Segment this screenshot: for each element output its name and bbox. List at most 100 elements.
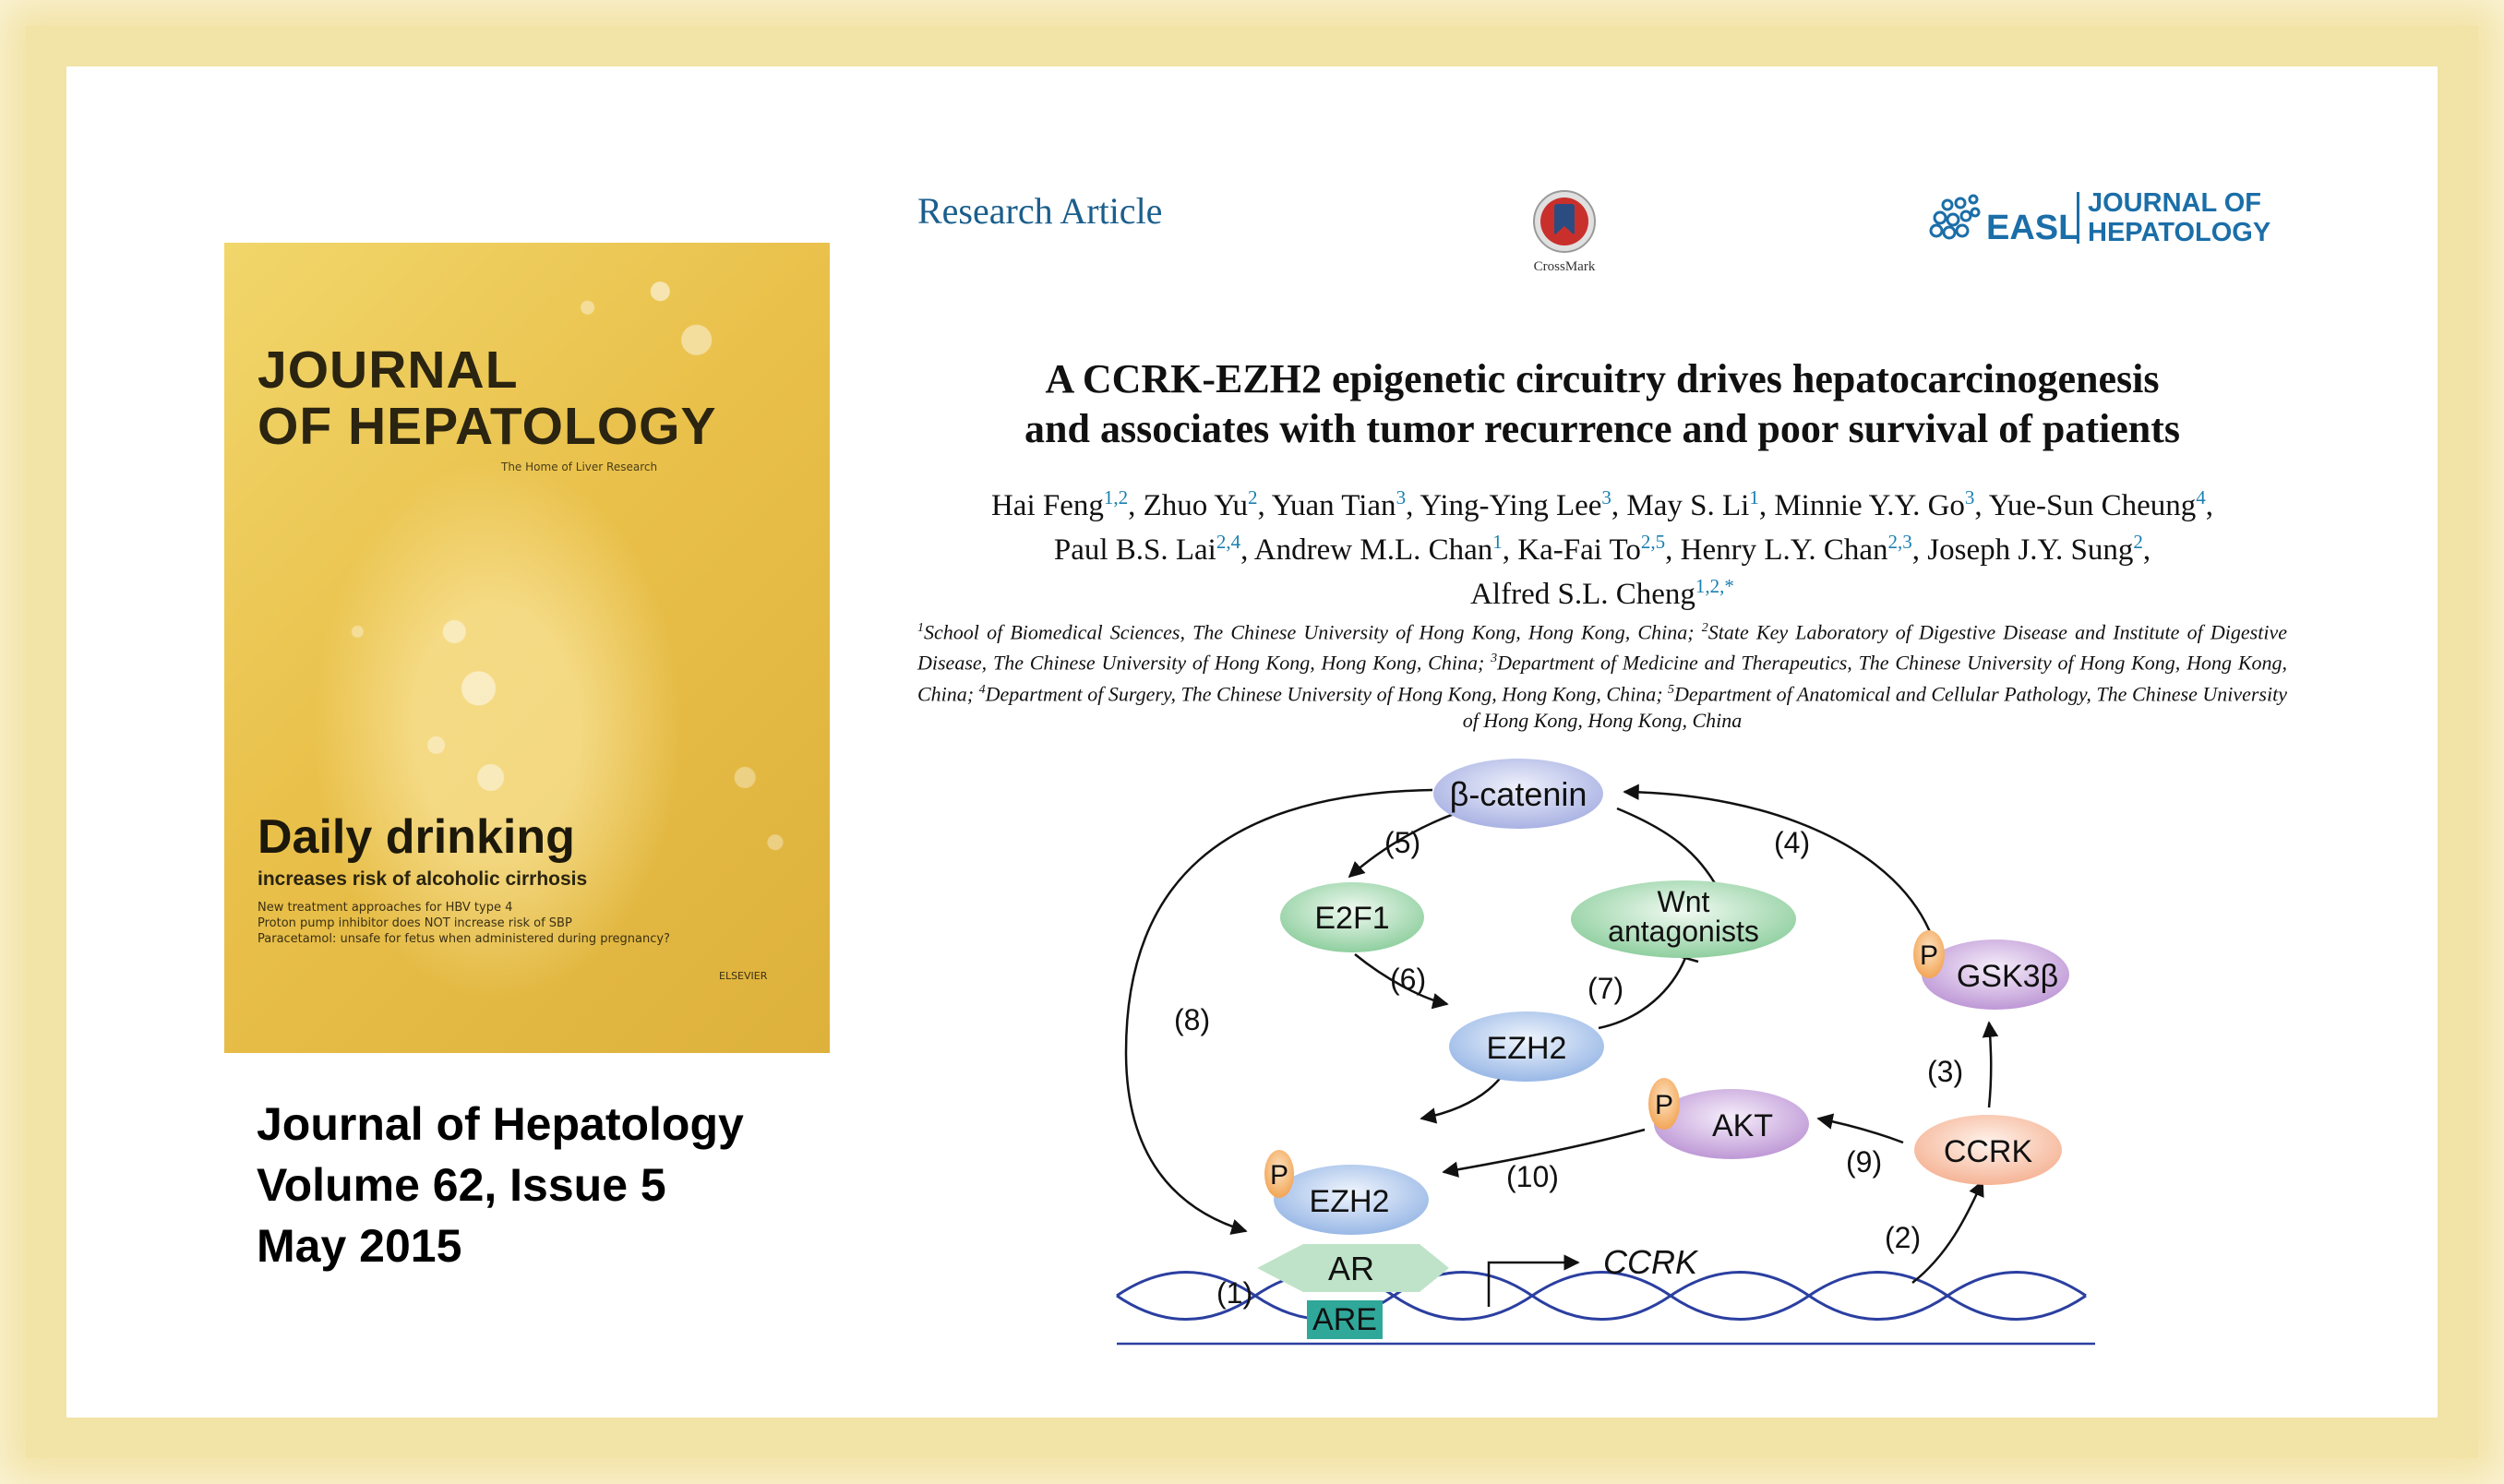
easl-dots-icon [1929,194,1981,240]
step-labels: (1) (2) (3) (4) (5) (6) (7) (8) (9) (10) [1174,826,1963,1310]
author-affil-sup: 2,5 [1640,531,1666,553]
title-line1: A CCRK-EZH2 epigenetic circuitry drives … [1045,356,2160,401]
author-affil-sup: 2,4 [1216,531,1241,553]
cover-deck: increases risk of alcoholic cirrhosis [258,868,588,890]
author-name[interactable]: Paul B.S. Lai [1053,533,1216,567]
cover-caption: Journal of Hepatology Volume 62, Issue 5… [257,1094,744,1276]
author-name[interactable]: Ka-Fai To [1517,533,1641,567]
affiliations: 1School of Biomedical Sciences, The Chin… [917,615,2287,734]
caption-journal: Journal of Hepatology [257,1098,744,1150]
step-label: (1) [1216,1276,1252,1310]
author-affil-sup: 3 [1964,486,1975,509]
edge-2 [1911,1179,1984,1284]
label-akt: AKT [1712,1108,1773,1143]
transcription-arrow [1487,1254,1580,1307]
crossmark-badge[interactable]: CrossMark [1518,189,1611,275]
step-label: (9) [1846,1145,1882,1179]
author-name[interactable]: Zhuo Yu [1143,489,1248,522]
label-wnt-line2: antagonists [1608,915,1759,948]
article-title: A CCRK-EZH2 epigenetic circuitry drives … [917,354,2287,454]
author-affil-sup: 3 [1396,486,1407,509]
label-gsk3b: GSK3β [1957,959,2058,994]
pathway-diagram-svg: ARE AR CCRK [1116,759,2095,1346]
node-wnt-antagonists [1571,880,1796,958]
step-label: (7) [1587,972,1623,1005]
author-name[interactable]: Yue-Sun Cheung [1988,489,2197,522]
author-sep: , [1502,533,1518,567]
logo-journal-line1: JOURNAL OF [2088,188,2261,218]
author-sep: , [1974,489,1989,522]
author-name[interactable]: Andrew M.L. Chan [1253,533,1493,567]
author-name[interactable]: Hai Feng [990,489,1104,522]
author-affil-sup: 1 [1749,486,1759,509]
step-label: (4) [1774,826,1810,859]
ar-label: AR [1328,1250,1374,1287]
author-affil-sup: 2 [1247,486,1258,509]
affil-text: School of Biomedical Sciences, The Chine… [924,620,1702,644]
author-name[interactable]: Alfred S.L. Cheng [1470,578,1695,611]
author-affil-sup: 2,3 [1887,531,1912,553]
label-ezh2-mid: EZH2 [1487,1031,1567,1066]
cover-teaser-line: Proton pump inhibitor does NOT increase … [258,916,572,930]
crossmark-icon [1533,190,1596,253]
author-sep: , [1611,489,1627,522]
step-label: (8) [1174,1003,1210,1036]
author-name[interactable]: May S. Li [1626,489,1750,522]
author-name[interactable]: Henry L.Y. Chan [1680,533,1888,567]
dna-helix [1116,1271,2095,1346]
title-line2: and associates with tumor recurrence and… [1024,406,2180,451]
author-name[interactable]: Ying-Ying Lee [1420,489,1602,522]
logo-divider [2077,192,2079,244]
edge-wnt-beta [1616,807,1720,891]
node-akt [1654,1089,1809,1159]
label-ccrk: CCRK [1944,1134,2033,1169]
label-wnt-line1: Wnt [1658,885,1710,918]
step-label: (6) [1390,963,1426,996]
caption-volume: Volume 62, Issue 5 [257,1159,666,1211]
edge-9 [1816,1113,1904,1144]
author-affil-sup: 3 [1601,486,1611,509]
affil-text: Department of Anatomical and Cellular Pa… [1462,681,2287,732]
author-name[interactable]: Minnie Y.Y. Go [1774,489,1965,522]
node-ezh2-mid [1449,1011,1604,1082]
label-beta-catenin: β-catenin [1450,775,1587,813]
node-beta-catenin [1433,759,1603,829]
cover-bubbles-texture [224,243,830,1053]
author-list: Hai Feng1,2, Zhuo Yu2, Yuan Tian3, Ying-… [917,480,2287,613]
edge-7 [1598,957,1687,1030]
label-phospho: P [1920,940,1938,971]
author-sep: , [1257,489,1272,522]
affil-text: State Key Laboratory of Digestive Diseas… [917,620,2287,675]
are-label: ARE [1312,1302,1377,1337]
author-sep: , [1128,489,1144,522]
author-sep: , [1665,533,1681,567]
article-type: Research Article [917,190,1163,232]
edge-4 [1623,784,1935,942]
author-name[interactable]: Joseph J.Y. Sung [1927,533,2134,567]
phospho-akt [1648,1078,1680,1130]
step-label: (2) [1885,1221,1921,1254]
author-affil-sup: 1,2,* [1695,575,1734,597]
cover-publisher-logo: ELSEVIER [719,970,768,982]
label-phospho: P [1655,1090,1673,1120]
affil-sup: 5 [1668,682,1675,697]
author-sep: , [2142,533,2151,567]
affil-sup: 4 [978,682,986,697]
cover-teaser-line: Paracetamol: unsafe for fetus when admin… [258,932,670,946]
logo-journal-name: JOURNAL OF HEPATOLOGY [2088,188,2270,247]
logo-journal-line2: HEPATOLOGY [2088,218,2271,247]
cover-headline: Daily drinking [258,810,575,864]
author-name[interactable]: Yuan Tian [1271,489,1396,522]
step-label: (10) [1506,1160,1559,1193]
pathway-diagram: ARE AR CCRK [1108,757,2104,1347]
node-e2f1 [1280,882,1424,952]
edge-6 [1354,953,1449,1010]
affil-sup: 2 [1701,621,1708,635]
step-label: (3) [1927,1055,1963,1088]
author-sep: , [1240,533,1254,567]
author-affil-sup: 2 [2133,531,2143,553]
affil-text: Department of Surgery, The Chinese Unive… [985,681,1669,705]
edge-10 [1442,1128,1646,1178]
journal-cover-image: JOURNAL OF HEPATOLOGY The Home of Liver … [224,243,830,1053]
affil-sup: 1 [917,621,924,635]
